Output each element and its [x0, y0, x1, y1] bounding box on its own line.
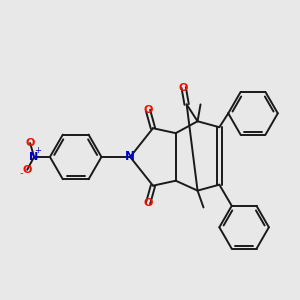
Text: N: N	[29, 152, 39, 162]
Text: -: -	[20, 168, 23, 178]
Text: +: +	[34, 146, 41, 155]
Text: N: N	[125, 150, 135, 164]
Text: O: O	[22, 165, 32, 175]
Text: O: O	[26, 138, 35, 148]
Text: O: O	[143, 105, 153, 116]
Text: O: O	[179, 82, 188, 93]
Text: O: O	[143, 199, 153, 208]
